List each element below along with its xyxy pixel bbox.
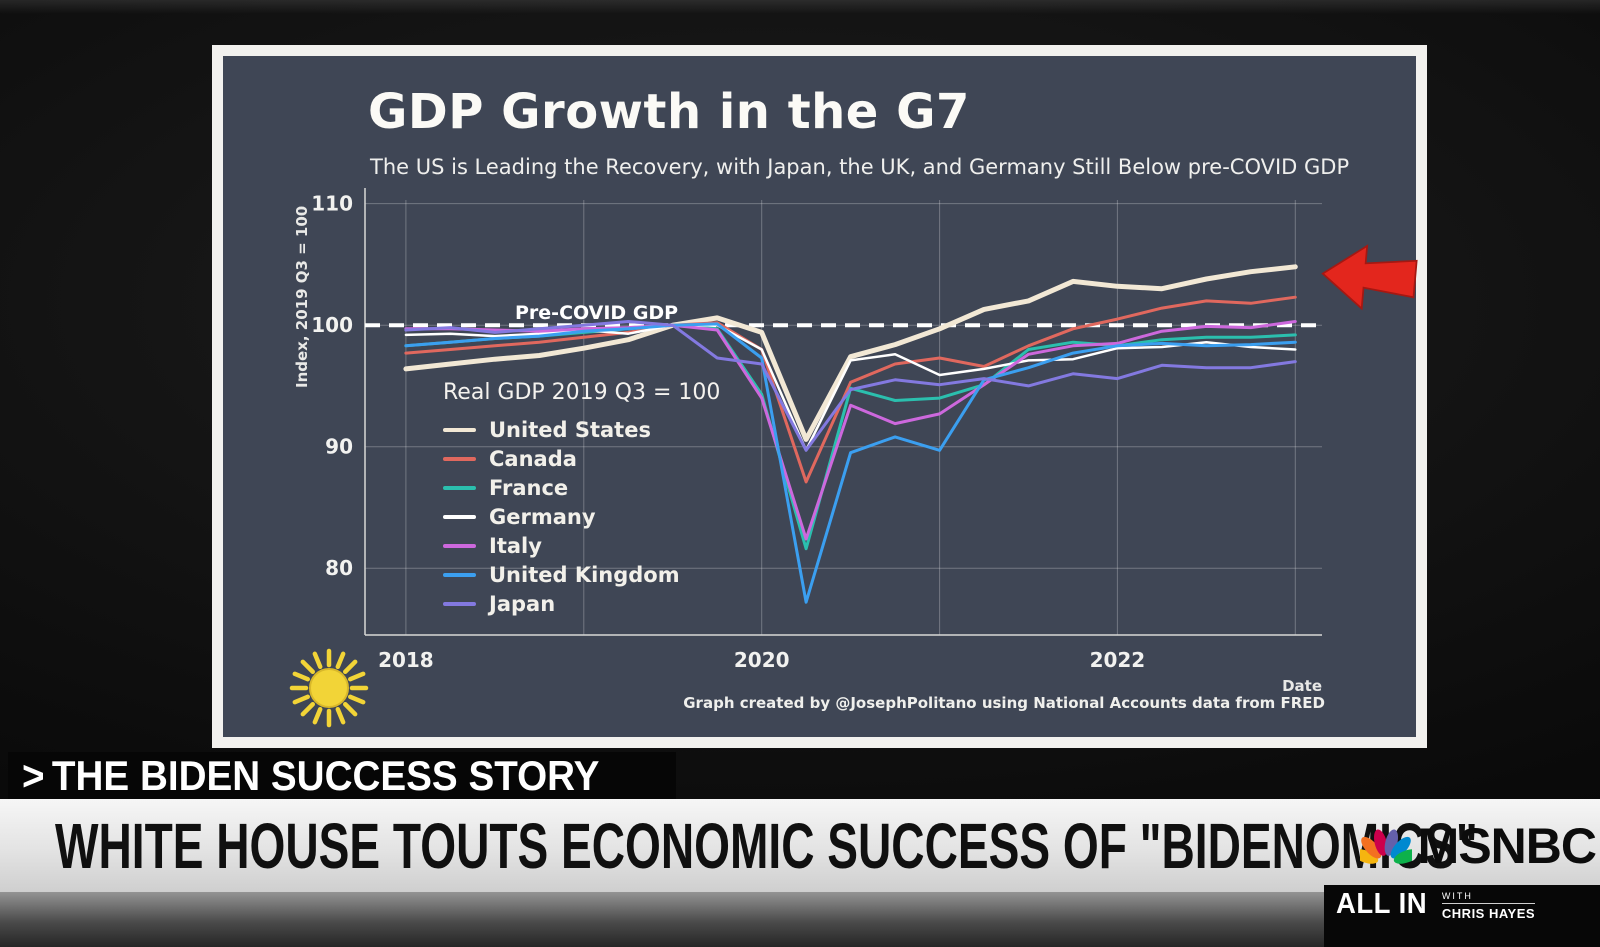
chart-legend: Real GDP 2019 Q3 = 100 United States Cana… [443, 380, 773, 618]
legend-items: United States Canada France Germany Italy Uni… [443, 415, 773, 618]
legend-item: Italy [443, 531, 773, 560]
legend-swatch [443, 572, 476, 577]
kicker-text: THE BIDEN SUCCESS STORY [51, 751, 600, 799]
legend-item: United Kingdom [443, 560, 773, 589]
legend-swatch [443, 427, 476, 432]
legend-label: Italy [489, 533, 542, 558]
legend-swatch [443, 514, 476, 519]
legend-item: Canada [443, 444, 773, 473]
svg-text:110: 110 [311, 192, 353, 216]
legend-label: Japan [489, 591, 556, 616]
show-host-label: CHRIS HAYES [1441, 906, 1536, 921]
legend-swatch [443, 543, 476, 548]
show-with-label: WITH [1441, 891, 1536, 904]
network-wordmark: MSNBC [1417, 817, 1597, 874]
legend-swatch [443, 601, 476, 606]
legend-item: France [443, 473, 773, 502]
gdp-slide: GDP Growth in the G7 The US is Leading t… [212, 45, 1427, 748]
pre-covid-gdp-annotation: Pre-COVID GDP [515, 302, 679, 324]
chart-attribution: Graph created by @JosephPolitano using N… [683, 694, 1325, 712]
show-branding: ALL IN WITH CHRIS HAYES [1324, 885, 1600, 947]
chevron-icon: > [22, 751, 45, 799]
chart-subtitle: The US is Leading the Recovery, with Jap… [370, 155, 1350, 179]
legend-item: United States [443, 415, 773, 444]
legend-swatch [443, 456, 476, 461]
legend-title: Real GDP 2019 Q3 = 100 [443, 380, 721, 405]
svg-text:100: 100 [311, 313, 353, 337]
peacock-icon [1359, 828, 1412, 864]
svg-text:2020: 2020 [734, 648, 790, 672]
kicker-banner: > THE BIDEN SUCCESS STORY [8, 752, 676, 799]
legend-label: France [489, 475, 569, 500]
legend-label: Germany [489, 504, 596, 529]
legend-item: Japan [443, 589, 773, 618]
show-wordmark: ALL IN [1336, 888, 1428, 920]
svg-text:90: 90 [325, 435, 353, 459]
bottom-strip: ALL IN WITH CHRIS HAYES [0, 885, 1600, 947]
chart-canvas: 80 90 100 110 2018 2020 2022 Date [311, 188, 1322, 695]
gdp-line-chart: 80 90 100 110 2018 2020 2022 Date [282, 175, 1372, 695]
headline-banner: WHITE HOUSE TOUTS ECONOMIC SUCCESS OF "B… [0, 799, 1600, 892]
headline-text: WHITE HOUSE TOUTS ECONOMIC SUCCESS OF "B… [55, 809, 1478, 882]
red-arrow-icon [1321, 244, 1418, 311]
svg-text:80: 80 [325, 556, 353, 580]
legend-label: United Kingdom [489, 562, 680, 587]
svg-text:2022: 2022 [1090, 648, 1146, 672]
legend-item: Germany [443, 502, 773, 531]
legend-label: Canada [489, 446, 577, 471]
legend-label: United States [489, 417, 651, 442]
msnbc-brand: MSNBC [1359, 817, 1597, 875]
legend-swatch [443, 485, 476, 490]
svg-text:Date: Date [1282, 677, 1322, 695]
sun-icon [289, 648, 369, 728]
chart-title: GDP Growth in the G7 [368, 84, 970, 140]
svg-text:2018: 2018 [378, 648, 434, 672]
